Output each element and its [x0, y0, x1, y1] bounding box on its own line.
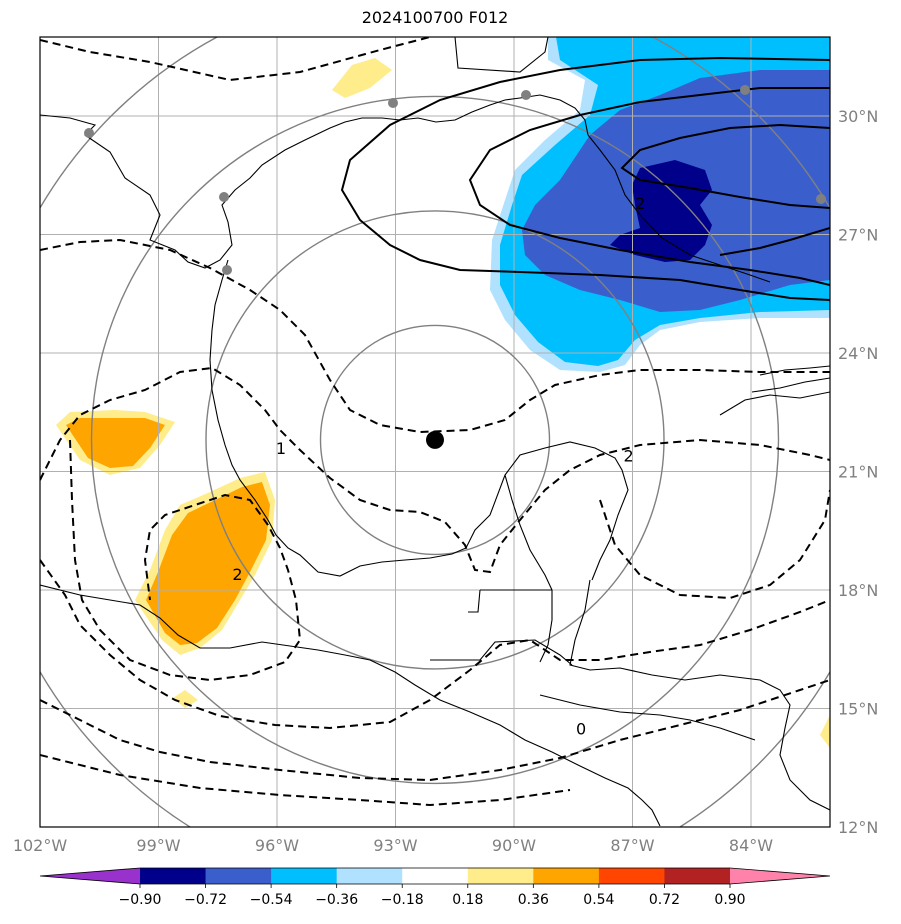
- contour-dash-4: [69, 439, 302, 682]
- range-ring: [90, 95, 780, 785]
- colorbar-label: −0.54: [250, 892, 293, 908]
- shade-gold-small: [173, 690, 198, 708]
- coastlines: [40, 37, 830, 827]
- contour-solid-mid: [468, 87, 830, 286]
- lon-tick-label: 84°W: [729, 836, 773, 855]
- colorbar-label: 0.72: [649, 892, 680, 908]
- shading-negative: [490, 37, 830, 372]
- coast-central-america: [569, 579, 830, 811]
- colorbar-label: −0.36: [315, 892, 358, 908]
- shade-gold-east: [820, 715, 830, 748]
- contour-solid-core: [719, 227, 830, 256]
- graticule: [40, 37, 830, 827]
- station-dot: [388, 98, 398, 108]
- colorbar-swatch: [205, 868, 272, 884]
- lon-tick-label: 87°W: [610, 836, 654, 855]
- lon-tick-label: 102°W: [13, 836, 68, 855]
- colorbar-swatch: [598, 868, 665, 884]
- shading-positive: [56, 58, 830, 748]
- coast-cuba: [751, 365, 830, 393]
- contour-label: 2: [232, 565, 242, 584]
- contour-label: 2: [635, 194, 645, 213]
- shade-gold-north: [332, 58, 392, 98]
- axis-tick-labels: 102°W 99°W 96°W 93°W 90°W 87°W 84°W 30°N 27°N 24°…: [13, 107, 879, 855]
- lon-tick-label: 96°W: [255, 836, 299, 855]
- lon-tick-label: 99°W: [136, 836, 180, 855]
- coast-gulf-west: [40, 94, 589, 269]
- coast-pacific-mexico: [40, 584, 661, 827]
- coast-mexico-east: [209, 259, 629, 581]
- shade-navy: [610, 160, 712, 262]
- station-dot: [816, 194, 826, 204]
- border-us-mexico: [454, 37, 549, 73]
- colorbar-label: 0.36: [518, 892, 549, 908]
- contour-dash-6: [599, 489, 830, 600]
- map-frame: [39, 36, 831, 828]
- lat-tick-label: 15°N: [838, 700, 878, 719]
- contour-dash-3: [40, 559, 830, 730]
- colorbar-label: 0.90: [714, 892, 745, 908]
- colorbar-label: −0.18: [381, 892, 424, 908]
- station-dot: [84, 128, 94, 138]
- colorbar-label: 0.54: [583, 892, 614, 908]
- colorbar: −0.90 −0.72 −0.54 −0.36 −0.18 0.18 0.36 0.54 0.7…: [39, 867, 831, 908]
- colorbar-extend-high: [730, 868, 830, 884]
- lat-tick-label: 24°N: [838, 344, 878, 363]
- colorbar-swatch: [140, 868, 207, 884]
- contour-label: 1: [276, 439, 286, 458]
- range-rings: [40, 37, 830, 827]
- contours-solid: [340, 56, 830, 301]
- border-honduras: [539, 694, 756, 741]
- coast-cuba-south: [719, 391, 830, 416]
- contour-dash-2: [40, 238, 830, 434]
- colorbar-swatch: [467, 868, 534, 884]
- range-ring: [205, 210, 665, 670]
- shade-orange-west: [66, 418, 165, 468]
- station-dots: [84, 85, 826, 275]
- storm-center-marker: [426, 430, 444, 449]
- lat-tick-label: 30°N: [838, 107, 878, 126]
- contours-dashed: [40, 37, 830, 807]
- colorbar-swatch: [271, 868, 338, 884]
- map-title: 2024100700 F012: [361, 8, 509, 27]
- shade-orange-south: [146, 482, 270, 645]
- colorbar-swatch: [402, 868, 469, 884]
- colorbar-label: 0.18: [452, 892, 483, 908]
- colorbar-label: −0.72: [184, 892, 227, 908]
- lon-tick-label: 93°W: [373, 836, 417, 855]
- colorbar-swatch: [336, 868, 403, 884]
- contour-label: 0: [576, 719, 586, 738]
- station-dot: [521, 90, 531, 100]
- contour-dash-7: [40, 754, 571, 807]
- contour-labels: 2 1 2 2 0: [232, 194, 645, 738]
- station-dot: [740, 85, 750, 95]
- lon-tick-label: 90°W: [492, 836, 536, 855]
- border-guatemala: [430, 589, 573, 666]
- lat-tick-label: 27°N: [838, 226, 878, 245]
- colorbar-swatch: [664, 868, 731, 884]
- contour-solid-outer: [340, 56, 830, 301]
- lat-tick-label: 12°N: [838, 818, 878, 837]
- lat-tick-label: 21°N: [838, 463, 878, 482]
- range-ring: [319, 324, 551, 556]
- lat-tick-label: 18°N: [838, 581, 878, 600]
- station-dot: [222, 265, 232, 275]
- station-dot: [219, 192, 229, 202]
- contour-dash-1: [40, 366, 830, 574]
- contour-label: 2: [623, 447, 633, 466]
- contour-solid-inner: [620, 123, 830, 209]
- colorbar-extend-low: [40, 868, 140, 884]
- colorbar-label: −0.90: [119, 892, 162, 908]
- coast-yucatan: [504, 474, 553, 663]
- colorbar-swatch: [533, 868, 600, 884]
- contour-dash-5: [40, 679, 830, 782]
- coast-florida: [587, 134, 771, 283]
